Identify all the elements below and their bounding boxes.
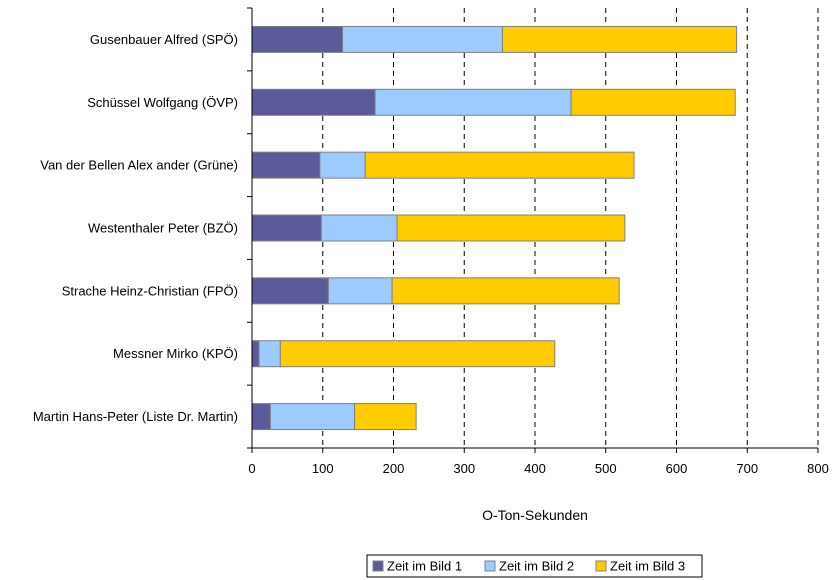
bar-segment <box>269 403 356 431</box>
legend-swatch <box>484 560 496 572</box>
bar-segment <box>279 340 556 368</box>
bar-segment <box>251 151 321 179</box>
x-tick-label: 500 <box>595 461 617 476</box>
bar-segment <box>364 151 635 179</box>
x-tick-label: 600 <box>666 461 688 476</box>
bar-segment <box>501 25 738 53</box>
legend-swatch <box>372 560 384 572</box>
x-tick-label: 400 <box>524 461 546 476</box>
category-label: Schüssel Wolfgang (ÖVP) <box>87 95 238 110</box>
bar-segment <box>327 277 393 305</box>
axes <box>247 7 819 453</box>
bars <box>251 25 738 431</box>
x-tick-label: 0 <box>248 461 255 476</box>
x-tick-label: 300 <box>453 461 475 476</box>
bar-segment <box>570 88 736 116</box>
bar-segment <box>354 403 417 431</box>
category-label: Gusenbauer Alfred (SPÖ) <box>90 32 238 47</box>
bar-segment <box>251 403 271 431</box>
bar-segment <box>251 88 376 116</box>
x-tick-label: 200 <box>383 461 405 476</box>
category-label: Westenthaler Peter (BZÖ) <box>88 221 238 236</box>
x-tick-label: 700 <box>736 461 758 476</box>
bar-segment <box>251 340 260 368</box>
legend-swatch <box>595 560 607 572</box>
bar-segment <box>396 214 626 242</box>
legend-box <box>366 554 703 578</box>
category-label: Van der Bellen Alex ander (Grüne) <box>40 158 238 173</box>
category-label: Martin Hans-Peter (Liste Dr. Martin) <box>33 409 238 424</box>
legend-label: Zeit im Bild 2 <box>499 559 574 574</box>
legend-label: Zeit im Bild 1 <box>387 559 462 574</box>
legend-label: Zeit im Bild 3 <box>610 559 685 574</box>
category-label: Strache Heinz-Christian (FPÖ) <box>62 283 238 298</box>
bar-segment <box>342 25 503 53</box>
bar-segment <box>258 340 281 368</box>
x-tick-labels: 0 100 200 300 400 500 600 700 800 <box>248 461 828 476</box>
bar-segment <box>251 25 344 53</box>
bar-segment <box>391 277 620 305</box>
x-tick-label: 800 <box>807 461 829 476</box>
x-tick-label: 100 <box>312 461 334 476</box>
bar-segment <box>320 214 398 242</box>
category-label: Messner Mirko (KPÖ) <box>113 346 238 361</box>
bar-segment <box>319 151 366 179</box>
x-axis-title: O-Ton-Sekunden <box>482 507 588 523</box>
bar-segment <box>251 214 322 242</box>
bar-segment <box>251 277 329 305</box>
bar-segment <box>374 88 572 116</box>
category-labels: Gusenbauer Alfred (SPÖ) Schüssel Wolfgang… <box>33 32 238 424</box>
legend: Zeit im Bild 1 Zeit im Bild 2 Zeit im Bild… <box>366 554 703 578</box>
